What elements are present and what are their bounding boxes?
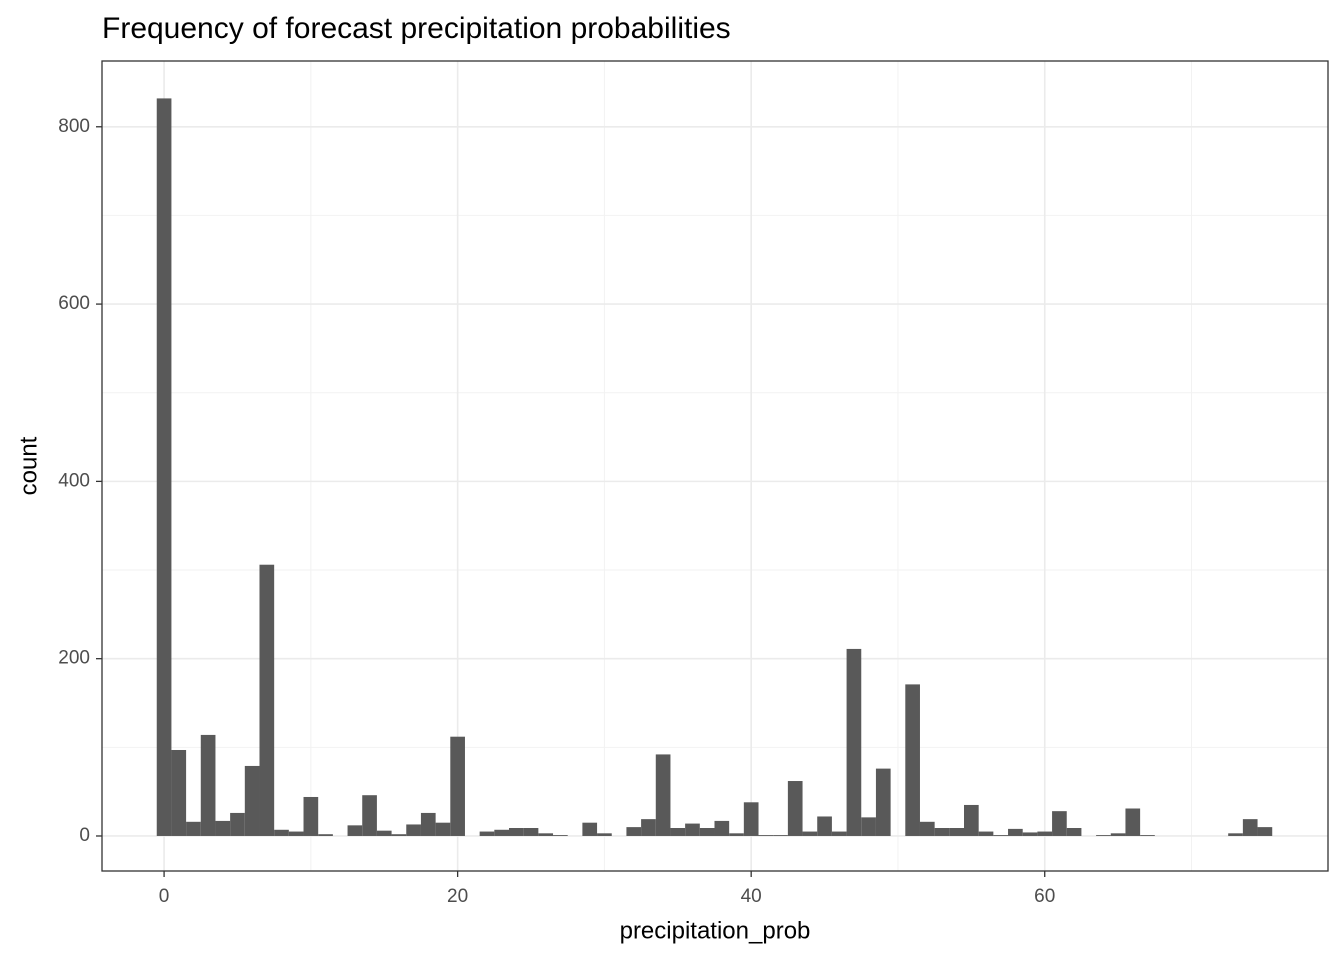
bar bbox=[347, 825, 363, 836]
bar bbox=[846, 648, 862, 836]
bar bbox=[743, 802, 759, 836]
bar bbox=[758, 835, 774, 836]
panel-border bbox=[101, 60, 1329, 872]
bar bbox=[626, 827, 642, 836]
bar bbox=[978, 831, 994, 836]
bar bbox=[1052, 811, 1067, 836]
x-tick-label: 0 bbox=[159, 886, 170, 907]
bar bbox=[200, 734, 216, 836]
bar bbox=[597, 833, 612, 836]
bar bbox=[714, 820, 730, 836]
bar bbox=[729, 833, 744, 836]
y-tick-label: 0 bbox=[79, 825, 90, 846]
bar bbox=[905, 684, 920, 836]
bar bbox=[450, 736, 465, 836]
chart-title: Frequency of forecast precipitation prob… bbox=[102, 12, 731, 45]
bar bbox=[699, 828, 715, 836]
y-tick-label: 200 bbox=[58, 648, 90, 669]
bar bbox=[420, 812, 436, 836]
bar bbox=[861, 817, 876, 836]
x-tick-label: 20 bbox=[447, 886, 468, 907]
bar bbox=[523, 828, 539, 836]
bar bbox=[670, 828, 686, 836]
bar bbox=[875, 768, 891, 836]
bar bbox=[244, 765, 260, 836]
y-axis-title: count bbox=[15, 436, 42, 495]
bar bbox=[288, 831, 304, 836]
bar bbox=[582, 822, 598, 836]
bar bbox=[1140, 835, 1155, 836]
bar bbox=[1066, 828, 1082, 836]
bar bbox=[655, 754, 671, 836]
y-tick-label: 600 bbox=[58, 293, 90, 314]
bar bbox=[1096, 835, 1111, 836]
bar bbox=[156, 98, 172, 836]
x-tick-label: 60 bbox=[1034, 886, 1055, 907]
bar bbox=[553, 835, 568, 836]
bar bbox=[171, 749, 187, 836]
bar bbox=[641, 819, 656, 836]
bar bbox=[259, 564, 275, 836]
bar bbox=[1228, 833, 1243, 836]
x-axis-title: precipitation_prob bbox=[620, 917, 811, 944]
bar bbox=[964, 804, 979, 836]
bar bbox=[1125, 808, 1141, 836]
bar bbox=[479, 831, 495, 836]
bar bbox=[406, 824, 421, 836]
bar bbox=[831, 831, 847, 836]
bar bbox=[230, 812, 245, 836]
bar bbox=[685, 823, 700, 836]
bar bbox=[949, 828, 965, 836]
bar bbox=[435, 822, 451, 836]
bar bbox=[1022, 832, 1038, 836]
bar bbox=[215, 820, 231, 836]
bar bbox=[318, 834, 333, 836]
bar bbox=[1242, 819, 1258, 836]
bar bbox=[391, 834, 407, 836]
bar bbox=[538, 833, 554, 836]
x-tick-label: 40 bbox=[741, 886, 762, 907]
bar bbox=[376, 830, 392, 836]
bar bbox=[773, 835, 788, 836]
bar bbox=[1257, 827, 1273, 836]
bar bbox=[1110, 833, 1126, 836]
bar bbox=[934, 828, 950, 836]
bar bbox=[362, 795, 377, 836]
bar bbox=[993, 835, 1009, 836]
bar bbox=[919, 821, 935, 836]
bar bbox=[817, 816, 832, 836]
bar bbox=[1008, 828, 1023, 836]
bar bbox=[186, 821, 201, 836]
bar bbox=[1037, 831, 1053, 836]
bar bbox=[509, 828, 524, 836]
bar bbox=[274, 829, 289, 836]
y-tick-label: 400 bbox=[58, 470, 90, 491]
bar bbox=[303, 796, 319, 836]
bar bbox=[494, 829, 510, 836]
bar bbox=[802, 831, 818, 836]
bar bbox=[787, 781, 803, 836]
y-tick-label: 800 bbox=[58, 116, 90, 137]
